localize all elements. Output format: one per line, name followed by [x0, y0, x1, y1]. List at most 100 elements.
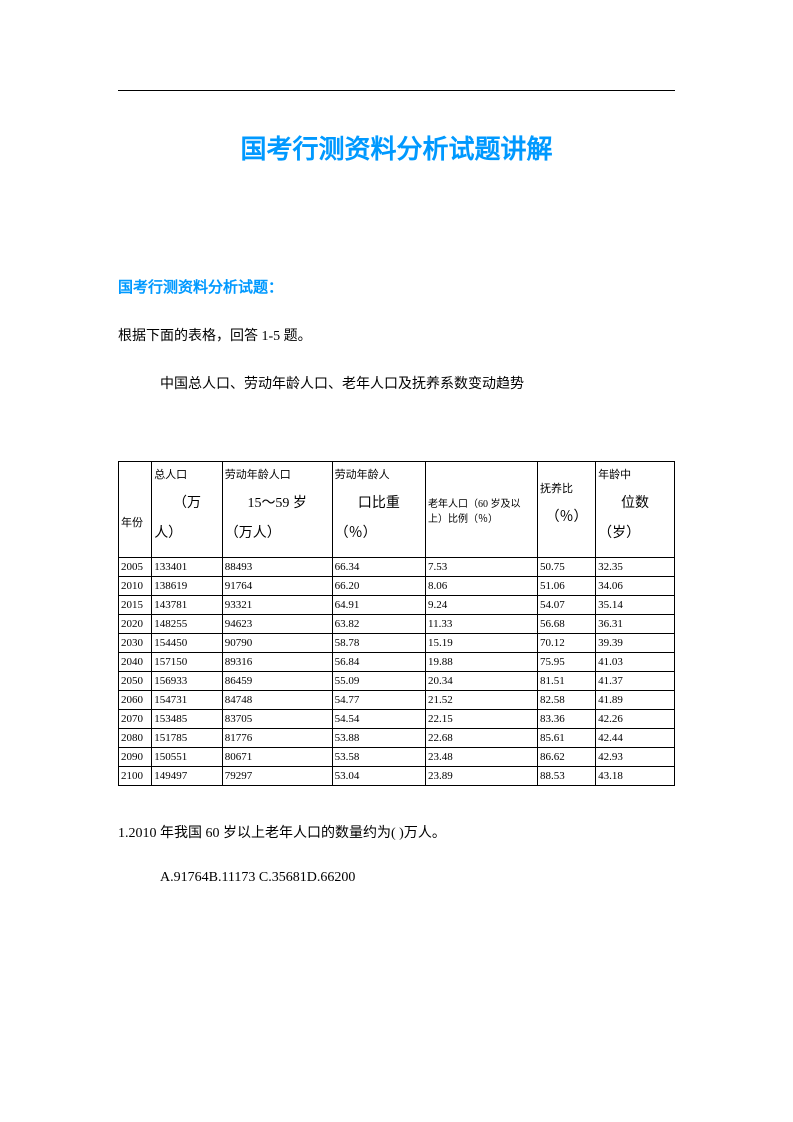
table-cell: 75.95	[538, 653, 596, 672]
table-cell: 58.78	[332, 634, 425, 653]
table-row: 20151437819332164.919.2454.0735.14	[119, 596, 675, 615]
table-row: 20101386199176466.208.0651.0634.06	[119, 577, 675, 596]
table-row: 20701534858370554.5422.1583.3642.26	[119, 710, 675, 729]
table-cell: 2020	[119, 615, 152, 634]
data-table: 年份 总人口 （万 人） 劳动年龄人口 15～59 岁 （万人） 劳动年龄人 口…	[118, 461, 675, 786]
table-cell: 54.54	[332, 710, 425, 729]
table-cell: 150551	[152, 748, 223, 767]
header-median: 年龄中 位数 （岁）	[596, 462, 675, 558]
table-cell: 39.39	[596, 634, 675, 653]
header-labor-pct: 劳动年龄人 口比重 （％）	[332, 462, 425, 558]
table-row: 20401571508931656.8419.8875.9541.03	[119, 653, 675, 672]
table-cell: 21.52	[426, 691, 538, 710]
table-cell: 156933	[152, 672, 223, 691]
question-1: 1.2010 年我国 60 岁以上老年人口的数量约为( )万人。	[118, 822, 675, 842]
table-cell: 20.34	[426, 672, 538, 691]
table-cell: 55.09	[332, 672, 425, 691]
table-row: 20901505518067153.5823.4886.6242.93	[119, 748, 675, 767]
header-total-pop: 总人口 （万 人）	[152, 462, 223, 558]
table-cell: 7.53	[426, 558, 538, 577]
table-cell: 41.89	[596, 691, 675, 710]
table-cell: 94623	[222, 615, 332, 634]
table-cell: 56.68	[538, 615, 596, 634]
table-row: 20801517858177653.8822.6885.6142.44	[119, 729, 675, 748]
table-cell: 34.06	[596, 577, 675, 596]
table-cell: 2080	[119, 729, 152, 748]
table-row: 20301544509079058.7815.1970.1239.39	[119, 634, 675, 653]
table-cell: 53.04	[332, 767, 425, 786]
table-cell: 2030	[119, 634, 152, 653]
table-cell: 86459	[222, 672, 332, 691]
table-row: 20201482559462363.8211.3356.6836.31	[119, 615, 675, 634]
table-cell: 51.06	[538, 577, 596, 596]
table-cell: 84748	[222, 691, 332, 710]
table-cell: 15.19	[426, 634, 538, 653]
instruction-text: 根据下面的表格，回答 1-5 题。	[118, 325, 675, 345]
table-caption: 中国总人口、劳动年龄人口、老年人口及抚养系数变动趋势	[118, 373, 675, 393]
table-cell: 50.75	[538, 558, 596, 577]
table-cell: 91764	[222, 577, 332, 596]
table-cell: 11.33	[426, 615, 538, 634]
table-cell: 9.24	[426, 596, 538, 615]
main-title: 国考行测资料分析试题讲解	[118, 129, 675, 166]
table-row: 20601547318474854.7721.5282.5841.89	[119, 691, 675, 710]
table-cell: 32.35	[596, 558, 675, 577]
header-elder: 老年人口（60 岁及以上）比例（％）	[426, 462, 538, 558]
table-body: 20051334018849366.347.5350.7532.35201013…	[119, 558, 675, 786]
table-cell: 54.07	[538, 596, 596, 615]
table-cell: 82.58	[538, 691, 596, 710]
table-cell: 149497	[152, 767, 223, 786]
table-cell: 19.88	[426, 653, 538, 672]
table-cell: 22.68	[426, 729, 538, 748]
table-cell: 2040	[119, 653, 152, 672]
table-cell: 154450	[152, 634, 223, 653]
table-cell: 35.14	[596, 596, 675, 615]
table-row: 20051334018849366.347.5350.7532.35	[119, 558, 675, 577]
table-cell: 63.82	[332, 615, 425, 634]
table-cell: 83705	[222, 710, 332, 729]
table-row: 20501569338645955.0920.3481.5141.37	[119, 672, 675, 691]
table-cell: 81.51	[538, 672, 596, 691]
table-cell: 2070	[119, 710, 152, 729]
table-cell: 93321	[222, 596, 332, 615]
table-cell: 42.93	[596, 748, 675, 767]
table-cell: 43.18	[596, 767, 675, 786]
table-cell: 41.03	[596, 653, 675, 672]
table-cell: 42.26	[596, 710, 675, 729]
table-cell: 64.91	[332, 596, 425, 615]
header-year: 年份	[119, 462, 152, 558]
table-cell: 88493	[222, 558, 332, 577]
table-cell: 153485	[152, 710, 223, 729]
table-cell: 53.88	[332, 729, 425, 748]
table-cell: 133401	[152, 558, 223, 577]
table-cell: 151785	[152, 729, 223, 748]
top-divider	[118, 90, 675, 91]
table-cell: 81776	[222, 729, 332, 748]
header-raise: 抚养比 （％）	[538, 462, 596, 558]
table-cell: 83.36	[538, 710, 596, 729]
table-cell: 143781	[152, 596, 223, 615]
table-cell: 85.61	[538, 729, 596, 748]
header-labor: 劳动年龄人口 15～59 岁 （万人）	[222, 462, 332, 558]
table-cell: 89316	[222, 653, 332, 672]
table-cell: 22.15	[426, 710, 538, 729]
table-cell: 41.37	[596, 672, 675, 691]
table-cell: 80671	[222, 748, 332, 767]
table-cell: 54.77	[332, 691, 425, 710]
table-cell: 2100	[119, 767, 152, 786]
table-cell: 88.53	[538, 767, 596, 786]
table-cell: 86.62	[538, 748, 596, 767]
table-cell: 79297	[222, 767, 332, 786]
table-cell: 42.44	[596, 729, 675, 748]
table-cell: 157150	[152, 653, 223, 672]
table-cell: 70.12	[538, 634, 596, 653]
table-cell: 154731	[152, 691, 223, 710]
table-cell: 2005	[119, 558, 152, 577]
table-cell: 36.31	[596, 615, 675, 634]
table-header-row: 年份 总人口 （万 人） 劳动年龄人口 15～59 岁 （万人） 劳动年龄人 口…	[119, 462, 675, 558]
table-cell: 138619	[152, 577, 223, 596]
table-cell: 2090	[119, 748, 152, 767]
answer-options: A.91764B.11173 C.35681D.66200	[118, 870, 675, 886]
table-cell: 23.89	[426, 767, 538, 786]
table-cell: 66.34	[332, 558, 425, 577]
